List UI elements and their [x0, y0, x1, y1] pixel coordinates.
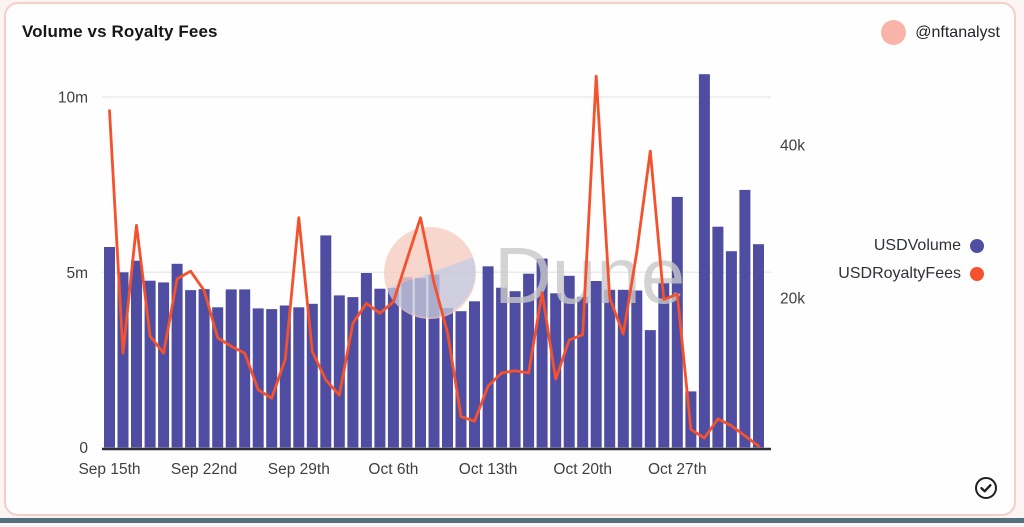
volume-bar[interactable]	[347, 297, 359, 448]
chart-legend: USDVolume USDRoyaltyFees	[838, 237, 984, 283]
volume-bar[interactable]	[658, 282, 670, 448]
royalty-fees-line[interactable]	[108, 74, 760, 448]
volume-bar[interactable]	[131, 260, 142, 448]
volume-bar[interactable]	[333, 295, 345, 448]
volume-bar[interactable]	[536, 258, 548, 448]
author-byline[interactable]: @nftanalyst	[881, 20, 1000, 45]
volume-bar[interactable]	[239, 289, 251, 448]
author-avatar	[881, 20, 907, 45]
right-axis-tick: 20k	[780, 291, 805, 308]
volume-bar[interactable]	[225, 289, 237, 448]
volume-bar[interactable]	[644, 330, 656, 448]
volume-bar[interactable]	[158, 282, 170, 448]
volume-royalty-chart[interactable]: Dune 0 5m 10m 20k 40k Sep 15th Sep 22nd Sep 29th…	[6, 4, 1024, 527]
x-axis-tick: Sep 29th	[268, 461, 330, 478]
legend-dot-volume	[970, 239, 984, 253]
x-axis-tick: Sep 15th	[78, 461, 140, 478]
volume-bar[interactable]	[469, 301, 480, 448]
chart-card: Volume vs Royalty Fees @nftanalyst Dune 0…	[4, 2, 1016, 516]
legend-dot-royalty	[970, 267, 984, 281]
chart-title: Volume vs Royalty Fees	[22, 22, 218, 41]
verified-check-icon[interactable]	[974, 476, 998, 500]
volume-bar[interactable]	[577, 296, 589, 448]
legend-item-usdvolume[interactable]: USDVolume	[874, 237, 984, 255]
volume-bar[interactable]	[428, 274, 440, 448]
volume-bar[interactable]	[604, 289, 616, 448]
volume-bar[interactable]	[117, 272, 129, 448]
volume-bar[interactable]	[631, 290, 643, 448]
volume-bar[interactable]	[712, 226, 724, 448]
author-handle: @nftanalyst	[915, 23, 1000, 41]
volume-bar[interactable]	[725, 251, 737, 448]
legend-label: USDRoyaltyFees	[838, 265, 961, 282]
volume-bar[interactable]	[198, 289, 210, 448]
volume-bar[interactable]	[360, 273, 372, 448]
volume-bar[interactable]	[171, 263, 183, 448]
volume-bar[interactable]	[617, 289, 629, 448]
left-axis-tick: 0	[79, 440, 88, 457]
left-axis-tick: 10m	[58, 90, 88, 107]
volume-bar[interactable]	[563, 275, 575, 448]
volume-bar[interactable]	[374, 288, 386, 448]
volume-bar[interactable]	[455, 311, 467, 448]
x-axis-tick: Oct 6th	[368, 461, 418, 478]
volume-bar[interactable]	[279, 305, 291, 448]
volume-bar[interactable]	[671, 196, 683, 448]
x-axis-tick: Oct 20th	[553, 461, 612, 478]
x-axis-tick: Sep 22nd	[171, 461, 237, 478]
volume-bar[interactable]	[212, 307, 224, 448]
volume-bar[interactable]	[185, 290, 197, 448]
right-axis-tick: 40k	[780, 138, 805, 155]
legend-item-usdroyaltyfees[interactable]: USDRoyaltyFees	[838, 265, 984, 283]
volume-bar[interactable]	[415, 278, 426, 448]
left-axis-tick: 5m	[66, 265, 88, 282]
volume-bar[interactable]	[401, 277, 413, 448]
volume-bar[interactable]	[144, 280, 156, 448]
volume-bar[interactable]	[698, 74, 710, 448]
volume-bar[interactable]	[387, 288, 399, 448]
volume-bar[interactable]	[320, 235, 332, 448]
volume-bar[interactable]	[482, 266, 494, 448]
volume-bar[interactable]	[104, 247, 115, 448]
svg-text:Dune: Dune	[494, 231, 685, 320]
volume-bar[interactable]	[739, 189, 751, 448]
volume-bar[interactable]	[496, 287, 508, 448]
x-axis-tick: Oct 13th	[459, 461, 518, 478]
volume-bar[interactable]	[753, 244, 764, 448]
volume-bar[interactable]	[293, 307, 305, 448]
volume-bar[interactable]	[442, 308, 453, 448]
x-axis-tick: Oct 27th	[648, 461, 707, 478]
volume-bar[interactable]	[266, 309, 278, 448]
legend-label: USDVolume	[873, 237, 961, 254]
bottom-edge-strip	[0, 518, 1024, 523]
dune-watermark: Dune	[384, 227, 685, 320]
volume-bar[interactable]	[523, 273, 535, 448]
volume-bar[interactable]	[590, 281, 602, 448]
volume-bar[interactable]	[252, 308, 264, 448]
volume-bar[interactable]	[306, 303, 318, 448]
